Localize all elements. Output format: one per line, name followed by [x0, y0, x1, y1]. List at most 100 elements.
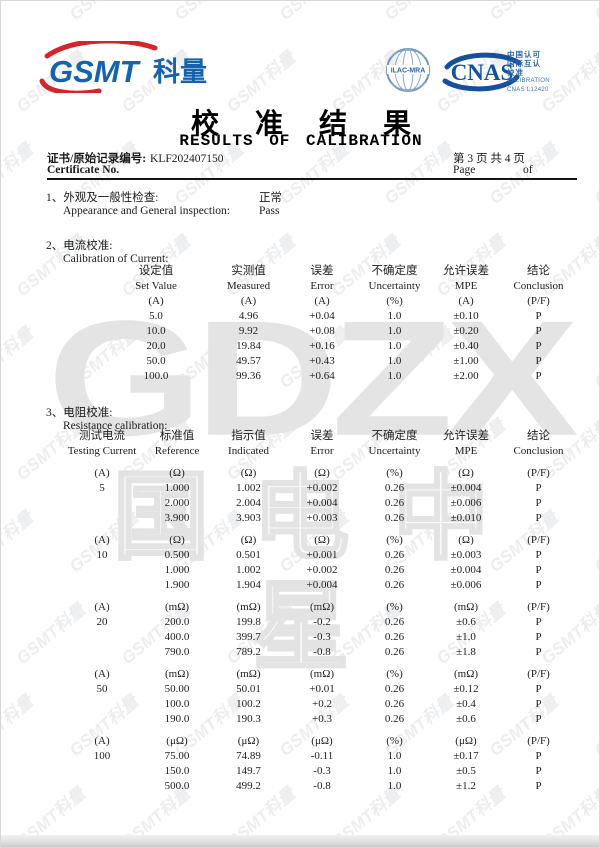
- table-cell: P: [535, 310, 542, 322]
- table-cell: 10: [96, 549, 108, 561]
- table-cell: 4.96: [238, 310, 259, 322]
- section2-label-cn: 2、电流校准:: [46, 240, 113, 252]
- table-cell: ±0.6: [456, 713, 476, 725]
- table-cell: 190.3: [236, 713, 261, 725]
- table-cell: +0.3: [312, 713, 332, 725]
- table-cell: ±0.003: [450, 549, 482, 561]
- header-rule: [47, 178, 577, 180]
- table-gap-row: [61, 727, 576, 734]
- table-cell: (mΩ): [309, 668, 335, 680]
- section1-label-cn: 1、外观及一般性检查:: [46, 192, 159, 204]
- table-cell: (A): [458, 295, 474, 307]
- table-cell: +0.003: [306, 512, 338, 524]
- table-gap-row: [61, 459, 576, 466]
- ilac-mra-label: ILAC-MRA: [391, 68, 426, 75]
- table-row: 50 50.00 50.01 +0.01 0.26 ±0.12 P: [61, 682, 576, 697]
- table-cell: ±0.004: [450, 482, 482, 494]
- table-cell: ±1.8: [456, 646, 476, 658]
- table-cell: 1.0: [387, 370, 402, 382]
- table-cell: P: [535, 780, 542, 792]
- table-cell: P: [535, 497, 542, 509]
- table-header-row: 测试电流 标准值 指示值 误差 不确定度 允许误差 结论: [61, 429, 576, 444]
- table-row: 20.0 19.84 +0.16 1.0 ±0.40 P: [101, 339, 576, 354]
- table-cell: 测试电流: [79, 430, 125, 442]
- table-cell: 75.00: [164, 750, 190, 762]
- table-cell: (mΩ): [164, 668, 190, 680]
- table-cell: Set Value: [135, 280, 177, 292]
- table-cell: (mΩ): [236, 668, 261, 680]
- table-cell: 400.0: [164, 631, 190, 643]
- table-cell: 10.0: [146, 325, 166, 337]
- accreditation-line: 校准: [507, 68, 524, 77]
- table-cell: (Ω): [458, 467, 474, 479]
- logo-swoosh-bottom-icon: [39, 78, 102, 93]
- table-cell: 实测值: [231, 265, 266, 277]
- table-cell: 不确定度: [371, 265, 418, 277]
- table-cell: Conclusion: [513, 280, 564, 292]
- table-cell: +0.64: [309, 370, 335, 382]
- accreditation-text: 中国认可 国际互认 校准 CALIBRATION CNAS L12420: [507, 50, 550, 95]
- table-cell: 789.2: [236, 646, 261, 658]
- table-cell: [61, 630, 143, 645]
- table-cell: [61, 764, 143, 779]
- table-cell: Conclusion: [513, 445, 564, 457]
- page-number-cn: 第 3 页 共 4 页: [453, 153, 525, 165]
- table-row: 100.0 99.36 +0.64 1.0 ±2.00 P: [101, 369, 576, 384]
- table-cell: P: [535, 683, 542, 695]
- table-cell: 0.26: [384, 631, 405, 643]
- table-cell: 2.000: [164, 497, 190, 509]
- table-cell: (μΩ): [455, 735, 477, 747]
- table-cell: ±0.4: [456, 698, 476, 710]
- table-cell: 1.002: [236, 482, 261, 494]
- table-cell: 50.00: [164, 683, 190, 695]
- table-row: 100 75.00 74.89 -0.11 1.0 ±0.17 P: [61, 749, 576, 764]
- table-cell: 190.0: [164, 713, 190, 725]
- table-cell: (mΩ): [309, 601, 335, 613]
- table-cell: (μΩ): [311, 735, 333, 747]
- company-logo: GSMT 科量: [39, 41, 207, 93]
- table-cell: Uncertainty: [368, 445, 421, 457]
- table-cell: 50: [96, 683, 108, 695]
- cnas-label: CNAS: [451, 60, 514, 85]
- table-cell: (P/F): [527, 735, 550, 747]
- table-cell: P: [535, 370, 542, 382]
- table-cell: 0.26: [384, 579, 405, 591]
- table-cell: MPE: [454, 445, 478, 457]
- table-cell: 1.900: [164, 579, 190, 591]
- table-cell: (A): [314, 295, 330, 307]
- table-cell: (μΩ): [237, 735, 260, 747]
- table-header-row: Testing Current Reference Indicated Error Un…: [61, 444, 576, 459]
- table-cell: (%): [386, 735, 403, 747]
- table-header-row: Set Value Measured Error Uncertainty MPE Conc…: [101, 279, 576, 294]
- table-cell: 500.0: [164, 780, 190, 792]
- table-cell: P: [535, 646, 542, 658]
- section3-label-cn: 3、电阻校准:: [46, 407, 113, 419]
- table-cell: ±0.004: [450, 564, 482, 576]
- table-cell: +0.01: [309, 683, 335, 695]
- table-row: 1.900 1.904 +0.004 0.26 ±0.006 P: [61, 578, 576, 593]
- certificate-label-en: Certificate No.: [47, 164, 120, 176]
- table-cell: Reference: [154, 445, 200, 457]
- table-cell: 100.0: [143, 370, 169, 382]
- table-cell: (P/F): [527, 601, 550, 613]
- table-cell: [61, 712, 143, 727]
- table-cell: 0.26: [384, 616, 405, 628]
- table-cell: 1.904: [236, 579, 261, 591]
- table-cell: (μΩ): [166, 735, 188, 747]
- table-cell: ±0.006: [450, 579, 482, 591]
- table-unit-row: (A) (μΩ) (μΩ) (μΩ) (%) (μΩ) (P/F): [61, 734, 576, 749]
- table-cell: ±0.006: [450, 497, 482, 509]
- resistance-calibration-table: 测试电流 标准值 指示值 误差 不确定度 允许误差 结论 Testing Current Ref…: [61, 429, 576, 794]
- table-cell: ±0.17: [453, 750, 479, 762]
- page-label: Page: [453, 164, 476, 176]
- table-row: 20 200.0 199.8 -0.2 0.26 ±0.6 P: [61, 615, 576, 630]
- table-cell: +0.002: [306, 564, 338, 576]
- table-row: 100.0 100.2 +0.2 0.26 ±0.4 P: [61, 697, 576, 712]
- table-cell: [61, 645, 143, 660]
- table-row: 10.0 9.92 +0.08 1.0 ±0.20 P: [101, 324, 576, 339]
- table-cell: 20: [96, 616, 108, 628]
- table-cell: ±0.20: [453, 325, 479, 337]
- table-cell: [61, 697, 143, 712]
- of-label: of: [523, 164, 533, 176]
